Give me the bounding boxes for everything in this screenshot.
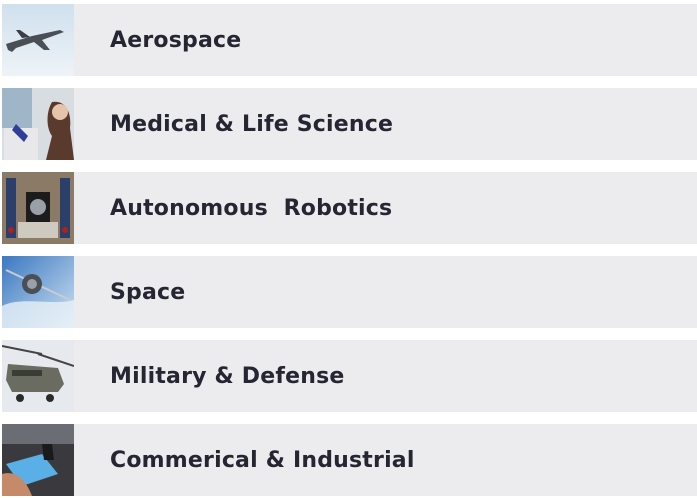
thumbnail: [2, 172, 74, 244]
industry-label: Autonomous Robotics: [110, 196, 392, 221]
industry-row[interactable]: Medical & Life Science: [2, 88, 697, 160]
industry-row[interactable]: Aerospace: [2, 4, 697, 76]
industry-row[interactable]: Space: [2, 256, 697, 328]
industry-label: Space: [110, 280, 185, 305]
industry-label: Aerospace: [110, 28, 241, 53]
industry-label: Medical & Life Science: [110, 112, 393, 137]
industry-row[interactable]: Military & Defense: [2, 340, 697, 412]
industry-row[interactable]: Autonomous Robotics: [2, 172, 697, 244]
industry-row[interactable]: Commerical & Industrial: [2, 424, 697, 496]
thumbnail: [2, 256, 74, 328]
industry-label: Commerical & Industrial: [110, 448, 415, 473]
thumbnail: [2, 4, 74, 76]
thumbnail: [2, 88, 74, 160]
page: Aerospace Medical & Life Science Autonom…: [0, 0, 697, 498]
thumbnail: [2, 340, 74, 412]
industry-label: Military & Defense: [110, 364, 345, 389]
thumbnail: [2, 424, 74, 496]
